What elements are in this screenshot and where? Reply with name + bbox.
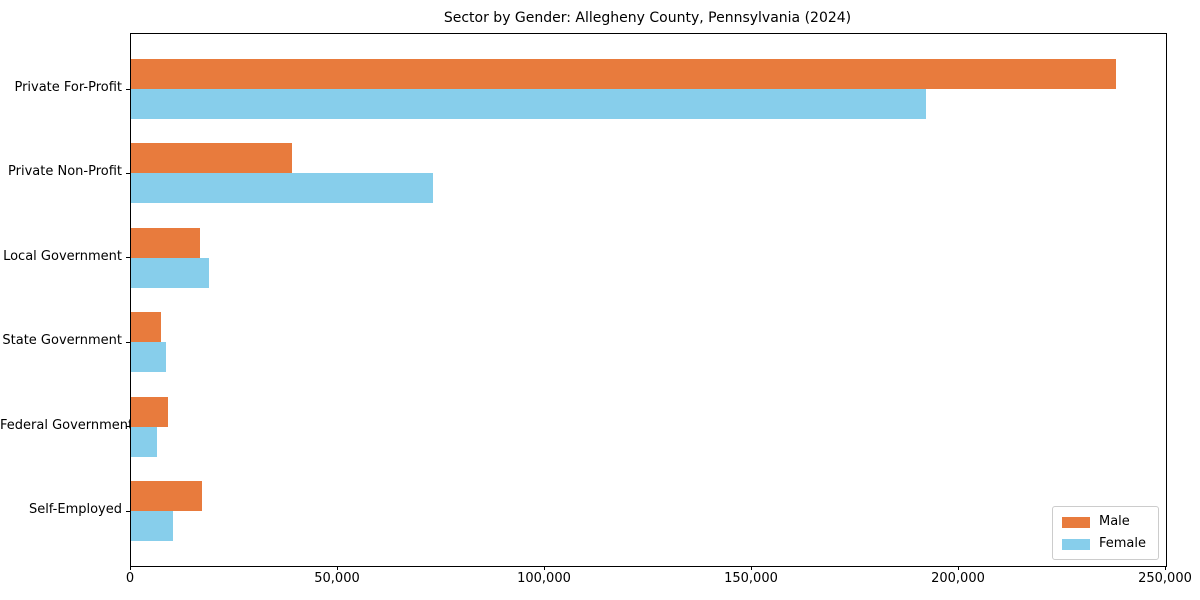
y-tick-label-private-for-profit: Private For-Profit: [14, 80, 122, 95]
bar-female-private-non-profit: [131, 173, 434, 204]
y-tick-state-government: [126, 341, 130, 343]
legend-label-female: Female: [1098, 536, 1146, 551]
x-tick-2: [543, 566, 545, 570]
x-tick-label-4: 200,000: [931, 571, 985, 586]
x-tick-3: [750, 566, 752, 570]
y-tick-private-non-profit: [126, 172, 130, 174]
y-tick-label-self-employed: Self-Employed: [28, 502, 122, 517]
bar-female-local-government: [131, 257, 210, 288]
bar-male-local-government: [131, 227, 201, 258]
bar-female-state-government: [131, 342, 166, 373]
x-tick-label-1: 50,000: [314, 571, 360, 586]
y-tick-federal-government: [126, 426, 130, 428]
x-tick-label-2: 100,000: [517, 571, 571, 586]
y-tick-label-private-non-profit: Private Non-Profit: [8, 164, 122, 180]
legend-entry-female: Female: [1061, 536, 1146, 552]
legend-swatch-male: [1061, 516, 1090, 528]
bar-male-federal-government: [131, 396, 168, 427]
y-axis: Private For-Profit Private Non-Profit Loca…: [0, 0, 134, 600]
x-tick-1: [336, 566, 338, 570]
x-tick-4: [957, 566, 959, 570]
bar-male-private-non-profit: [131, 143, 293, 174]
bar-male-state-government: [131, 312, 161, 343]
y-tick-private-for-profit: [126, 88, 130, 90]
bar-female-self-employed: [131, 511, 173, 541]
bar-female-federal-government: [131, 426, 158, 457]
y-tick-label-state-government: State Government: [2, 333, 122, 349]
y-tick-label-local-government: Local Government: [3, 248, 122, 264]
x-tick-label-3: 150,000: [724, 571, 778, 586]
y-tick-label-federal-government: Federal Government: [0, 417, 134, 433]
bar-male-private-for-profit: [131, 59, 1117, 89]
plot-area: Male Female: [126, 33, 1167, 567]
bar-male-self-employed: [131, 481, 203, 511]
x-tick-label-0: 0: [125, 571, 135, 586]
legend: Male Female: [1051, 506, 1159, 560]
legend-swatch-female: [1061, 538, 1090, 550]
chart-title: Sector by Gender: Allegheny County, Penn…: [443, 10, 852, 26]
legend-entry-male: Male: [1061, 514, 1146, 530]
x-tick-0: [129, 566, 131, 570]
legend-label-male: Male: [1098, 514, 1130, 529]
bar-female-private-for-profit: [131, 89, 926, 119]
x-tick-label-5: 250,000: [1138, 571, 1192, 586]
y-tick-local-government: [126, 257, 130, 259]
x-tick-5: [1164, 566, 1166, 570]
y-tick-self-employed: [126, 510, 130, 512]
